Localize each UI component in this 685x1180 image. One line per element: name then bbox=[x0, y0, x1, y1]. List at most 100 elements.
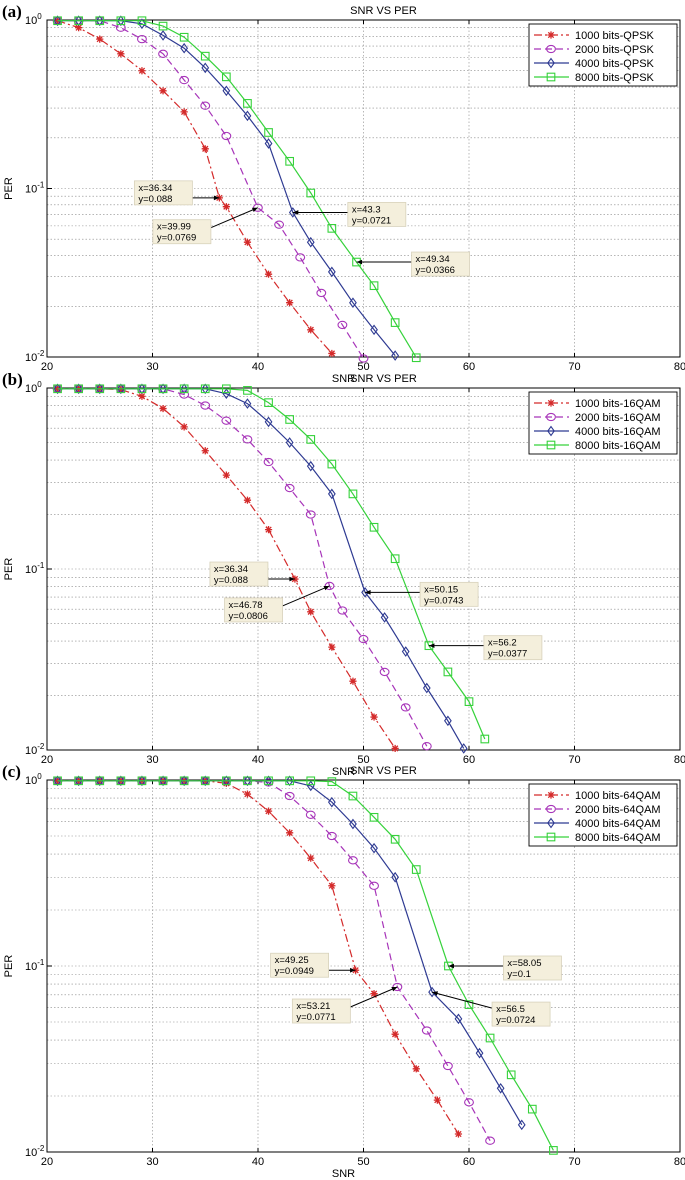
x-tick-label: 60 bbox=[463, 1156, 475, 1168]
data-point bbox=[243, 496, 252, 504]
data-point bbox=[222, 776, 231, 786]
data-point bbox=[444, 715, 452, 727]
series-line bbox=[57, 388, 486, 740]
series-2000-bits-qpsk bbox=[52, 16, 369, 363]
data-point bbox=[137, 776, 147, 786]
data-point bbox=[74, 775, 83, 787]
data-point bbox=[286, 299, 294, 307]
data-point bbox=[222, 203, 230, 211]
data-point bbox=[263, 457, 274, 467]
series-8000-bits-64qam bbox=[53, 776, 558, 1155]
x-tick-label: 20 bbox=[41, 361, 53, 373]
data-point bbox=[137, 16, 147, 26]
data-point bbox=[546, 440, 556, 450]
data-tip: x=43.3y=0.0721 bbox=[292, 202, 407, 227]
series-1000-bits-64qam bbox=[53, 777, 463, 1138]
data-point bbox=[159, 87, 167, 95]
data-point bbox=[454, 1130, 463, 1138]
data-point bbox=[411, 865, 421, 874]
data-point bbox=[549, 1146, 558, 1155]
data-tip-arrow bbox=[350, 986, 398, 1008]
data-point bbox=[285, 775, 294, 787]
data-tip: x=36.34y=0.088 bbox=[209, 561, 295, 587]
data-point bbox=[137, 34, 147, 44]
data-point bbox=[95, 384, 105, 394]
data-point bbox=[159, 30, 167, 41]
data-point bbox=[454, 1013, 463, 1025]
data-point bbox=[74, 776, 83, 786]
data-tip: x=56.5y=0.0724 bbox=[431, 991, 551, 1027]
data-point bbox=[222, 72, 231, 82]
data-point bbox=[75, 24, 83, 32]
data-point bbox=[95, 776, 105, 786]
data-point bbox=[179, 32, 189, 42]
data-point bbox=[358, 354, 369, 363]
data-point bbox=[158, 776, 168, 786]
data-point bbox=[179, 776, 189, 786]
gridlines bbox=[47, 780, 680, 1152]
x-tick-label: 70 bbox=[568, 361, 580, 373]
x-tick-label: 40 bbox=[252, 361, 264, 373]
data-point bbox=[547, 31, 555, 39]
data-tip-label: x=36.34 bbox=[138, 183, 172, 194]
data-point bbox=[412, 1065, 420, 1073]
data-tip-arrowhead bbox=[350, 967, 356, 973]
x-axis-label: SNR bbox=[332, 766, 355, 778]
legend-entry: 1000 bits-16QAM bbox=[575, 398, 661, 410]
data-point bbox=[546, 804, 556, 814]
data-point bbox=[361, 587, 369, 598]
data-point bbox=[370, 842, 378, 854]
data-point bbox=[392, 982, 403, 992]
data-point bbox=[337, 320, 348, 330]
series-line bbox=[57, 20, 333, 354]
data-point bbox=[464, 1000, 474, 1009]
data-point bbox=[546, 832, 556, 842]
data-point bbox=[411, 353, 421, 363]
data-point bbox=[379, 667, 390, 677]
series-8000-bits-qpsk bbox=[53, 16, 421, 363]
data-point bbox=[506, 1070, 516, 1080]
data-point bbox=[201, 775, 210, 787]
data-point bbox=[306, 435, 316, 444]
data-tip-arrow bbox=[431, 991, 493, 1009]
data-tip-arrowhead bbox=[391, 987, 398, 992]
legend-box bbox=[528, 783, 678, 847]
data-point bbox=[201, 447, 209, 455]
data-point bbox=[547, 817, 555, 829]
x-tick-label: 50 bbox=[357, 754, 369, 766]
data-point bbox=[222, 384, 231, 394]
data-tip-box bbox=[270, 952, 329, 978]
data-point bbox=[348, 489, 358, 499]
data-point bbox=[327, 459, 337, 469]
data-point bbox=[390, 318, 400, 327]
series-line bbox=[57, 388, 428, 747]
data-point bbox=[264, 128, 273, 137]
y-tick-label: 100 bbox=[25, 772, 42, 787]
data-point bbox=[475, 1047, 484, 1059]
data-point bbox=[546, 72, 556, 82]
data-point bbox=[391, 350, 400, 361]
data-point bbox=[264, 776, 273, 786]
data-point bbox=[349, 818, 357, 830]
y-tick-label: 100 bbox=[25, 12, 42, 27]
data-tip-arrowhead bbox=[365, 590, 371, 595]
data-point bbox=[443, 667, 453, 677]
data-point bbox=[327, 224, 337, 233]
x-tick-label: 30 bbox=[146, 1156, 158, 1168]
data-tip: x=49.34y=0.0366 bbox=[356, 251, 470, 277]
legend-entry: 8000 bits-64QAM bbox=[575, 832, 661, 844]
data-tip-label: x=46.78 bbox=[229, 600, 263, 611]
data-point bbox=[349, 677, 357, 685]
data-point bbox=[307, 854, 315, 862]
data-point bbox=[305, 810, 316, 819]
data-point bbox=[116, 16, 126, 26]
data-point bbox=[264, 270, 273, 278]
data-point bbox=[96, 35, 104, 43]
x-tick-label: 80 bbox=[674, 361, 685, 373]
legend-entry: 8000 bits-16QAM bbox=[575, 440, 661, 452]
x-tick-label: 30 bbox=[146, 361, 158, 373]
data-point bbox=[200, 101, 211, 110]
data-point bbox=[138, 18, 146, 30]
data-point bbox=[200, 384, 210, 394]
data-tip-label: x=50.15 bbox=[424, 584, 458, 595]
